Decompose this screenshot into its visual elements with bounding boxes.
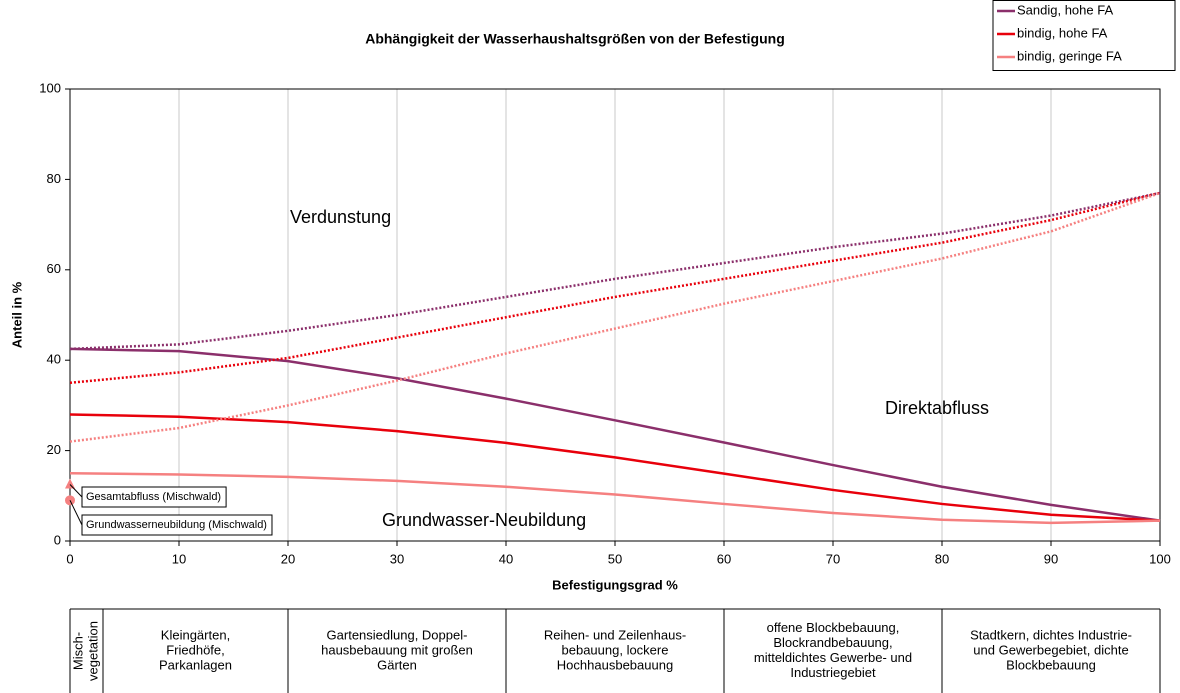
land-use-text: Friedhöfe, xyxy=(166,642,225,657)
x-tick-label: 10 xyxy=(172,551,186,566)
groundwater-line xyxy=(69,347,1161,522)
annotation: Grundwasser-Neubildung xyxy=(382,510,586,530)
legend-label: bindig, hohe FA xyxy=(1017,25,1108,40)
land-use-text: und Gewerbegebiet, dichte xyxy=(973,642,1128,657)
legend-label: bindig, geringe FA xyxy=(1017,48,1122,63)
land-use-text: Blockrandbebauung, xyxy=(773,635,892,650)
y-tick-label: 0 xyxy=(54,532,61,547)
y-tick-label: 80 xyxy=(47,171,61,186)
x-tick-label: 40 xyxy=(499,551,513,566)
groundwater-line xyxy=(69,471,1161,525)
chart-title: Abhängigkeit der Wasserhaushaltsgrößen v… xyxy=(365,31,785,47)
marker-leader xyxy=(69,500,83,526)
x-tick-label: 60 xyxy=(717,551,731,566)
marker-label-box xyxy=(81,486,227,508)
x-tick-label: 70 xyxy=(826,551,840,566)
x-axis-label: Befestigungsgrad % xyxy=(552,577,678,592)
annotation: Verdunstung xyxy=(290,207,391,227)
x-tick-label: 100 xyxy=(1149,551,1171,566)
evaporation-line xyxy=(69,191,1161,351)
marker xyxy=(65,478,75,489)
y-tick-label: 100 xyxy=(39,80,61,95)
land-use-text: vegetation xyxy=(85,621,100,681)
x-tick-label: 90 xyxy=(1044,551,1058,566)
marker-leader xyxy=(69,484,83,498)
y-axis-label: Anteil in % xyxy=(9,281,24,348)
groundwater-line xyxy=(69,413,1161,522)
land-use-text: Hochhausbebauung xyxy=(557,657,673,672)
land-use-text: Kleingärten, xyxy=(161,627,230,642)
evaporation-line xyxy=(69,191,1161,385)
land-use-text: offene Blockbebauung, xyxy=(767,620,900,635)
annotation: Direktabfluss xyxy=(885,398,989,418)
marker-label-box xyxy=(81,514,273,536)
x-tick-label: 50 xyxy=(608,551,622,566)
marker-label: Gesamtabfluss (Mischwald) xyxy=(86,491,221,503)
land-use-text: bebauung, lockere xyxy=(562,642,669,657)
land-use-text: Reihen- und Zeilenhaus- xyxy=(544,627,686,642)
y-tick-label: 60 xyxy=(47,261,61,276)
plot-frame xyxy=(69,88,1161,542)
land-use-text: mitteldichtes Gewerbe- und xyxy=(754,650,912,665)
x-tick-label: 0 xyxy=(66,551,73,566)
land-use-text: Stadtkern, dichtes Industrie- xyxy=(970,627,1132,642)
marker-label: Grundwasserneubildung (Mischwald) xyxy=(86,519,267,531)
x-tick-label: 30 xyxy=(390,551,404,566)
land-use-text: Misch- xyxy=(70,632,85,670)
land-use-text: Gärten xyxy=(377,657,417,672)
land-use-text: Blockbebauung xyxy=(1006,657,1096,672)
land-use-text: Industriegebiet xyxy=(790,665,876,680)
x-tick-label: 80 xyxy=(935,551,949,566)
y-tick-label: 20 xyxy=(47,442,61,457)
land-use-text: hausbebauung mit großen xyxy=(321,642,473,657)
evaporation-line xyxy=(69,191,1161,443)
x-tick-label: 20 xyxy=(281,551,295,566)
legend-box xyxy=(992,0,1176,71)
y-tick-label: 40 xyxy=(47,352,61,367)
land-use-text: Gartensiedlung, Doppel- xyxy=(327,627,468,642)
legend-label: Sandig, hohe FA xyxy=(1017,2,1113,17)
land-use-text: Parkanlagen xyxy=(159,657,232,672)
